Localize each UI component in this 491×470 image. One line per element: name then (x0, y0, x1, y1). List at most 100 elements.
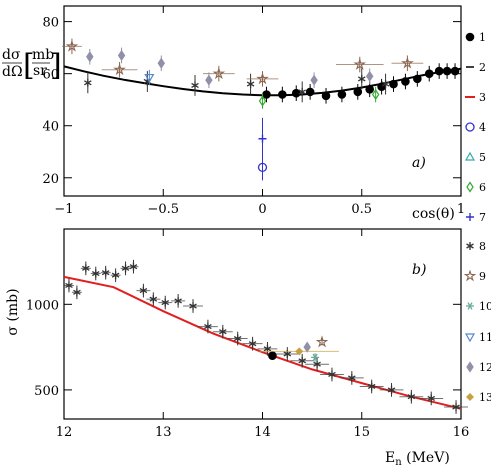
legend-item-9: 9 (463, 269, 486, 283)
legend-item-12: 12 (466, 361, 491, 374)
panel-a-xtick-label: −0.5 (147, 202, 179, 217)
panel-b-xtick-label: 15 (353, 425, 370, 440)
legend-mark-circle (465, 122, 475, 132)
panel-b-xtick-label: 14 (254, 425, 271, 440)
panel-b-label: b) (412, 262, 426, 278)
legend-label: 7 (479, 211, 486, 224)
panel-b-xlabel: En (MeV) (385, 450, 450, 468)
panel-a-ytick-label: 20 (42, 172, 59, 187)
panel-b-point-xstar (298, 356, 306, 365)
panel-a-point-plus (258, 134, 267, 143)
legend-item-10: 10 (466, 300, 491, 313)
panel-a-point-dot (424, 69, 434, 78)
ylabel-bracket-open: [ (23, 48, 35, 83)
panel-a-label: a) (412, 155, 426, 171)
legend-mark-gray-diamond (466, 361, 474, 373)
legend-mark-plus (466, 213, 474, 221)
legend-item-3: 3 (465, 91, 486, 104)
legend-mark-asterisk (466, 302, 474, 310)
panel-a-point-dot (321, 91, 331, 101)
panel-b-content: 12 13 14 15 16 500 1000 (26, 229, 469, 440)
panel-a-xtick-label: 0.5 (351, 202, 372, 217)
legend-label: 8 (479, 240, 486, 253)
legend-label: 6 (479, 181, 486, 194)
legend-label: 9 (479, 270, 486, 283)
panel-b-ytick-label: 500 (34, 384, 59, 399)
ylabel-den: dΩ (2, 64, 23, 80)
legend-item-5: 5 (464, 151, 486, 164)
panel-a-point-dot (434, 66, 444, 76)
panel-a-point-dot (450, 66, 460, 76)
legend-item-2: 2 (466, 61, 486, 74)
panel-b-point-xstar (313, 360, 321, 369)
legend-mark-xstar (466, 242, 474, 250)
panel-a-point-dot (389, 79, 398, 89)
panel-a-point-dot (278, 90, 287, 99)
panel-a-point-diamond (258, 95, 267, 107)
panel-a-point-gray-diamond (205, 74, 213, 86)
panel-b-point-cross (295, 347, 304, 356)
ylabel-unit-den: sr (33, 63, 47, 79)
legend-item-1: 1 (465, 31, 486, 44)
panel-a-point-circle (257, 162, 268, 173)
legend-label: 1 (479, 31, 486, 44)
panel-a-point-dot (305, 87, 315, 97)
legend-item-8: 8 (466, 240, 486, 253)
panel-b-point-xstar (161, 298, 170, 307)
panel-b-point-xstar (129, 262, 138, 271)
ylabel-num: dσ (2, 47, 21, 63)
xlabel-e: E (385, 450, 395, 466)
panel-b-point-xstar (387, 385, 396, 394)
legend-label: 13 (479, 391, 491, 404)
panel-b-point-xstar (82, 264, 90, 273)
legend-item-4: 4 (465, 121, 486, 134)
legend-mark-diamond (466, 181, 474, 193)
panel-a-xtick-label: −1 (54, 202, 73, 217)
legend-mark-cross (466, 393, 474, 401)
panel-b-point-xstar (233, 334, 242, 343)
panel-b-point-xstar (427, 394, 436, 403)
panel-a-point-diamond (371, 88, 380, 101)
panel-b-point-xstar (65, 281, 73, 290)
panel-b-ylabel: σ (mb) (5, 288, 21, 335)
panel-b-ytick-label: 1000 (26, 298, 59, 313)
panel-b-point-xstar (328, 370, 336, 379)
legend-label: 3 (479, 91, 486, 104)
panel-a-ytick-label: 40 (42, 120, 59, 135)
panel-a-point-star (401, 56, 414, 69)
legend-mark-triangle-up (464, 151, 476, 161)
panel-b-point-xstar (219, 327, 227, 336)
legend-label: 11 (479, 331, 491, 344)
panel-b-point-dot (268, 351, 277, 360)
panel-a-point-dot (413, 74, 422, 84)
panel-a-point-gray-diamond (86, 51, 94, 63)
ylabel-bracket-close: ] (50, 48, 62, 83)
panel-a-point-dot (442, 66, 452, 76)
panel-b-point-xstar (73, 288, 81, 297)
panel-a-xtick-label: 0 (258, 202, 266, 217)
panel-a-xlabel: cos(θ) (412, 206, 455, 222)
panel-a-point-star (113, 63, 126, 76)
panel-b-point-xstar (121, 264, 130, 273)
panel-a-point-dot (365, 84, 374, 94)
panel-b-point-asterisk (311, 353, 320, 362)
panel-a: −1 −0.5 0 0.5 1 20 40 60 80 a) cos(θ) dσ dΩ [ mb… (2, 5, 465, 222)
legend-label: 2 (479, 61, 486, 74)
panel-a-point-star (65, 39, 79, 52)
panel-b-frame (63, 228, 462, 420)
panel-b-point-xstar (101, 268, 110, 277)
panel-b-point-xstar (149, 295, 158, 304)
panel-b-point-xstar (91, 269, 100, 278)
panel-a-ytick-label: 80 (42, 16, 59, 31)
panel-b-point-xstar (367, 382, 376, 391)
xlabel-unit: (MeV) (402, 450, 450, 466)
legend-label: 4 (479, 121, 486, 134)
panel-a-content: −1 −0.5 0 0.5 1 20 40 60 80 (42, 6, 465, 217)
panel-a-point-gray-diamond (157, 57, 165, 69)
panel-a-point-dot (291, 88, 301, 98)
panel-a-point-xstar (357, 74, 366, 83)
legend-label: 5 (479, 151, 486, 164)
panel-b-point-gray-diamond (303, 341, 311, 353)
panel-b-point-xstar (174, 296, 182, 305)
